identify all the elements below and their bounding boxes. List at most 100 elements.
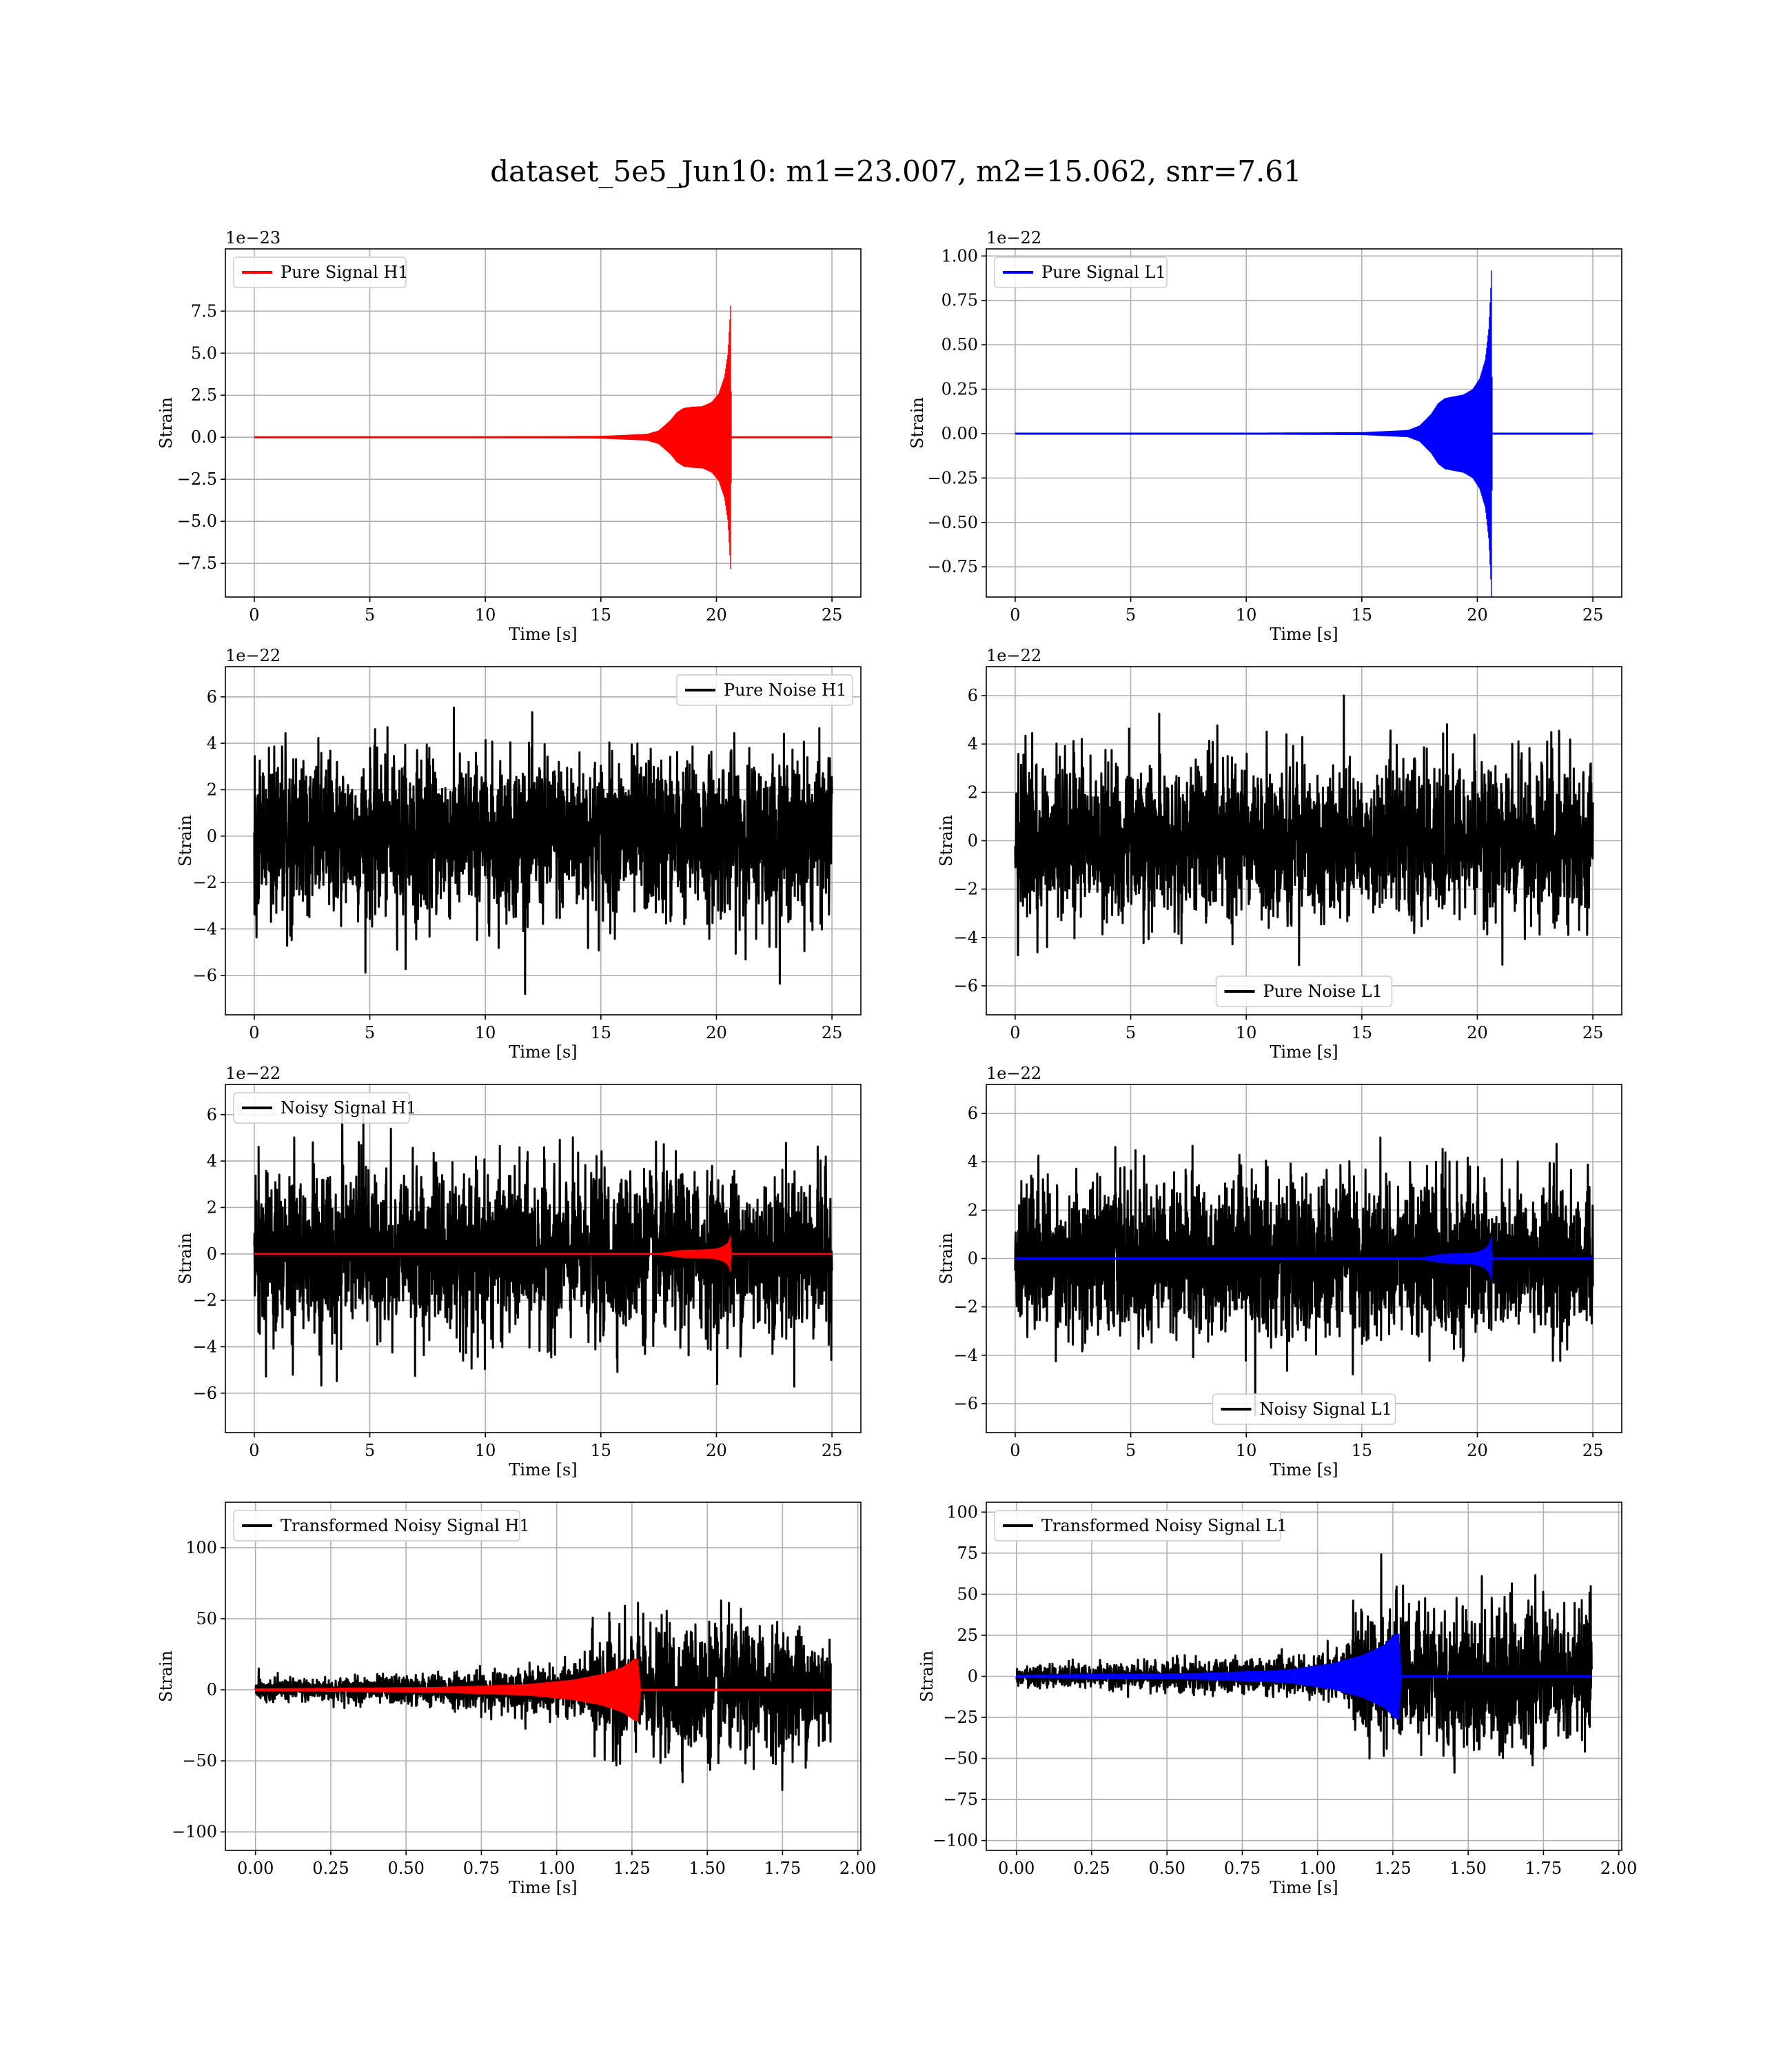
legend-label: Transformed Noisy Signal L1 bbox=[1041, 1516, 1287, 1535]
y-axis-label: Strain bbox=[937, 815, 956, 867]
y-tick-label: 2.5 bbox=[191, 385, 217, 405]
y-axis-label: Strain bbox=[937, 1233, 956, 1284]
y-tick-label: −100 bbox=[933, 1831, 978, 1850]
y-tick-label: 0 bbox=[207, 1680, 217, 1699]
y-tick-label: 0.75 bbox=[941, 291, 978, 310]
y-tick-label: −6 bbox=[193, 1384, 217, 1403]
x-tick-label: 0.25 bbox=[312, 1859, 349, 1878]
y-axis-label: Strain bbox=[917, 1650, 937, 1702]
x-tick-label: 20 bbox=[706, 605, 727, 625]
y-axis-label: Strain bbox=[156, 397, 176, 449]
legend-label: Pure Signal H1 bbox=[281, 263, 409, 282]
y-tick-label: −2 bbox=[954, 1297, 978, 1317]
x-tick-label: 15 bbox=[591, 1441, 612, 1460]
plot-area bbox=[254, 305, 833, 569]
y-tick-label: −0.50 bbox=[927, 513, 978, 532]
x-tick-label: 5 bbox=[1126, 1023, 1136, 1042]
y-tick-label: 6 bbox=[207, 1105, 217, 1124]
x-tick-label: 1.75 bbox=[1525, 1859, 1562, 1878]
y-tick-label: 6 bbox=[968, 686, 978, 705]
y-tick-label: −2 bbox=[193, 873, 217, 892]
grid-lines bbox=[225, 1502, 861, 1850]
x-tick-label: 0.75 bbox=[463, 1859, 500, 1878]
x-tick-label: 0.00 bbox=[998, 1859, 1035, 1878]
y-tick-label: 0 bbox=[968, 1249, 978, 1269]
x-tick-label: 5 bbox=[365, 1023, 375, 1042]
y-tick-label: −75 bbox=[943, 1790, 978, 1809]
x-tick-label: 25 bbox=[822, 605, 843, 625]
legend-box bbox=[676, 674, 853, 706]
subplot-pure-noise-l1: 0 5 10 15 20 25 −6 −4 −2 0 2 4 6 Time [s] Strain 1e−22 P… bbox=[937, 646, 1622, 1062]
x-tick-label: 1.50 bbox=[1449, 1859, 1486, 1878]
axes-frame bbox=[225, 248, 862, 598]
x-tick-label: 0.25 bbox=[1073, 1859, 1110, 1878]
x-tick-label: 0 bbox=[249, 1023, 259, 1042]
grid-lines bbox=[225, 249, 861, 597]
x-tick-label: 20 bbox=[706, 1023, 727, 1042]
y-tick-label: −7.5 bbox=[177, 554, 217, 573]
series-noisy-signal-l1 bbox=[1014, 1136, 1594, 1417]
x-tick-label: 25 bbox=[822, 1441, 843, 1460]
subplot-transformed-noisy-signal-l1: 0.00 0.25 0.50 0.75 1.00 1.25 1.50 1.75 2.00 −100… bbox=[917, 1502, 1637, 1897]
x-tick-label: 2.00 bbox=[1600, 1859, 1637, 1878]
legend: Transformed Noisy Signal H1 bbox=[233, 1510, 530, 1542]
y-tick-label: −2 bbox=[193, 1291, 217, 1310]
legend: Noisy Signal H1 bbox=[233, 1092, 416, 1124]
x-tick-label: 10 bbox=[475, 605, 496, 625]
series-noisy-signal-h1 bbox=[253, 1107, 833, 1388]
x-tick-label: 0.50 bbox=[1148, 1859, 1185, 1878]
x-tick-label: 0 bbox=[249, 1441, 259, 1460]
y-tick-label: 25 bbox=[957, 1626, 978, 1645]
y-tick-label: −2 bbox=[954, 880, 978, 899]
y-tick-label: −4 bbox=[954, 1346, 978, 1365]
grid-lines bbox=[986, 249, 1622, 597]
x-tick-label: 10 bbox=[475, 1023, 496, 1042]
x-tick-label: 10 bbox=[1236, 605, 1257, 625]
y-tick-label: −4 bbox=[193, 1337, 217, 1356]
x-tick-label: 0 bbox=[1010, 1441, 1020, 1460]
y-tick-label: 50 bbox=[957, 1584, 978, 1604]
legend: Pure Noise L1 bbox=[1215, 976, 1393, 1007]
x-tick-label: 0.75 bbox=[1224, 1859, 1261, 1878]
x-tick-label: 20 bbox=[1467, 1441, 1488, 1460]
y-axis-label: Strain bbox=[908, 397, 927, 449]
x-axis-label: Time [s] bbox=[1270, 1042, 1338, 1062]
plot-area bbox=[1015, 270, 1594, 597]
legend-box bbox=[233, 1092, 410, 1124]
legend-box bbox=[1215, 976, 1393, 1007]
x-tick-label: 25 bbox=[822, 1023, 843, 1042]
x-tick-label: 10 bbox=[475, 1441, 496, 1460]
x-tick-label: 2.00 bbox=[839, 1859, 876, 1878]
y-tick-label: 4 bbox=[207, 1151, 217, 1171]
y-tick-label: 0.00 bbox=[941, 424, 978, 443]
plot-area bbox=[1015, 1553, 1593, 1774]
y-tick-label: 2 bbox=[207, 1198, 217, 1217]
subplot-pure-noise-h1: 0 5 10 15 20 25 −6 −4 −2 0 2 4 6 Time [s] Strain 1e−22 P… bbox=[176, 646, 862, 1062]
subplot-transformed-noisy-signal-h1: 0.00 0.25 0.50 0.75 1.00 1.25 1.50 1.75 2.00 −100… bbox=[156, 1502, 876, 1897]
y-tick-label: −5.0 bbox=[177, 512, 217, 531]
y-tick-label: −6 bbox=[954, 1394, 978, 1413]
y-tick-label: 5.0 bbox=[191, 343, 217, 363]
x-tick-label: 25 bbox=[1582, 605, 1604, 625]
legend: Pure Signal L1 bbox=[994, 256, 1168, 288]
x-tick-label: 5 bbox=[365, 1441, 375, 1460]
y-tick-label: 1.00 bbox=[941, 246, 978, 265]
legend-label: Pure Signal L1 bbox=[1041, 263, 1166, 282]
plot-area bbox=[1014, 1136, 1594, 1417]
x-tick-label: 0.00 bbox=[237, 1859, 274, 1878]
figure-title: dataset_5e5_Jun10: m1=23.007, m2=15.062,… bbox=[490, 154, 1302, 188]
series-pure-noise-h1 bbox=[253, 706, 833, 996]
x-axis-label: Time [s] bbox=[509, 1460, 577, 1479]
legend-box bbox=[994, 256, 1168, 288]
y-tick-label: 75 bbox=[957, 1544, 978, 1563]
legend: Noisy Signal L1 bbox=[1212, 1393, 1396, 1425]
series-transformed-noisy-signal-h1 bbox=[254, 1599, 832, 1791]
x-tick-label: 0.50 bbox=[387, 1859, 424, 1878]
x-tick-label: 5 bbox=[1126, 605, 1136, 625]
y-tick-label: 0.0 bbox=[191, 427, 217, 447]
x-tick-label: 10 bbox=[1236, 1441, 1257, 1460]
y-tick-label: 2 bbox=[207, 780, 217, 799]
x-tick-label: 20 bbox=[1467, 605, 1488, 625]
y-tick-label: −50 bbox=[182, 1751, 217, 1770]
subplot-pure-signal-h1: 0 5 10 15 20 25 −7.5 −5.0 −2.5 0.0 2.5 5.0 7.5 Time [… bbox=[156, 228, 862, 644]
